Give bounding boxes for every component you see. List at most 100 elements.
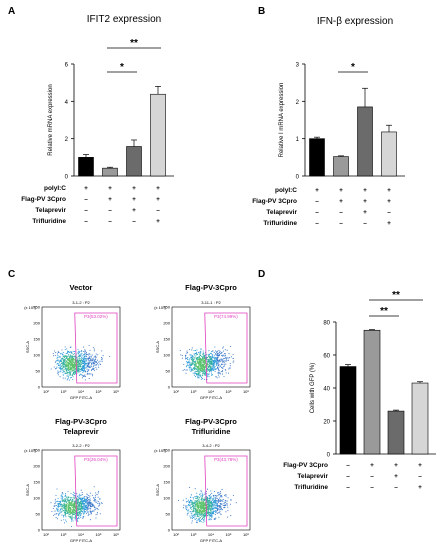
- flow-event-dot: [73, 510, 76, 512]
- flow-event-dot: [196, 349, 198, 351]
- flow-event-dot: [60, 358, 62, 360]
- flow-event-dot: [195, 367, 197, 369]
- flow-plot-title: Vector: [70, 283, 93, 292]
- flow-event-dot: [96, 361, 98, 364]
- flow-event-dot: [202, 359, 204, 361]
- flow-event-dot: [180, 354, 182, 356]
- flow-event-dot: [79, 493, 81, 495]
- flow-event-dot: [197, 505, 199, 507]
- flow-event-dot: [81, 375, 83, 377]
- flow-event-dot: [201, 498, 203, 500]
- flow-event-dot: [208, 511, 210, 514]
- flow-event-dot: [195, 354, 197, 356]
- flow-event-dot: [207, 355, 210, 357]
- condition-sign: –: [370, 473, 374, 480]
- flow-event-dot: [225, 495, 227, 497]
- flow-event-dot: [221, 503, 223, 505]
- flow-event-dot: [81, 377, 83, 379]
- flow-event-dot: [97, 364, 99, 366]
- flow-event-dot: [197, 376, 199, 378]
- flow-event-dot: [209, 370, 211, 372]
- flow-event-dot: [62, 369, 64, 371]
- flow-event-dot: [220, 496, 222, 498]
- flow-event-dot: [57, 374, 59, 376]
- flow-event-dot: [202, 504, 204, 506]
- flow-event-dot: [197, 366, 199, 368]
- flow-event-dot: [71, 519, 73, 521]
- flow-event-dot: [80, 508, 82, 511]
- flow-event-dot: [189, 506, 191, 508]
- flow-event-dot: [91, 375, 94, 377]
- flow-event-dot: [222, 361, 224, 363]
- flow-event-dot: [74, 351, 76, 353]
- flow-event-dot: [220, 353, 222, 355]
- flow-event-dot: [190, 365, 192, 367]
- flow-event-dot: [207, 366, 209, 368]
- flow-event-dot: [99, 360, 101, 362]
- flow-gate-label: P3(26.04%): [84, 457, 108, 462]
- flow-event-dot: [192, 359, 194, 361]
- flow-event-dot: [76, 519, 79, 521]
- flow-event-dot: [99, 498, 101, 500]
- flow-event-dot: [219, 360, 221, 362]
- flow-event-dot: [208, 373, 210, 375]
- flow-event-dot: [83, 357, 85, 359]
- flow-event-dot: [185, 357, 187, 359]
- flow-event-dot: [83, 501, 85, 503]
- flow-event-dot: [194, 360, 197, 362]
- flow-event-dot: [61, 354, 63, 356]
- flow-event-dot: [60, 367, 62, 369]
- flow-event-dot: [200, 490, 202, 492]
- flow-event-dot: [73, 503, 75, 505]
- flow-event-dot: [197, 499, 200, 501]
- flow-event-dot: [78, 508, 80, 510]
- flow-event-dot: [209, 504, 211, 506]
- flow-event-dot: [199, 373, 201, 375]
- flow-event-dot: [187, 360, 189, 363]
- flow-event-dot: [204, 511, 206, 513]
- flow-event-dot: [232, 361, 234, 363]
- y-tick-label: 2: [296, 100, 300, 106]
- flow-event-dot: [206, 509, 209, 511]
- flow-event-dot: [216, 500, 218, 502]
- flow-event-dot: [213, 502, 215, 504]
- flow-event-dot: [202, 366, 204, 368]
- flow-event-dot: [213, 357, 215, 359]
- flow-event-dot: [211, 505, 213, 507]
- flow-event-dot: [200, 376, 202, 378]
- flow-event-dot: [66, 498, 68, 500]
- flow-event-dot: [187, 358, 189, 360]
- flow-y-tick: 150: [33, 337, 40, 342]
- flow-event-dot: [214, 506, 216, 508]
- flow-event-dot: [215, 501, 217, 503]
- flow-event-dot: [89, 373, 91, 375]
- flow-event-dot: [200, 362, 202, 364]
- flow-event-dot: [67, 365, 69, 367]
- flow-event-dot: [73, 517, 75, 519]
- flow-event-dot: [211, 356, 214, 358]
- flow-y-unit: (x 10³): [24, 305, 36, 310]
- flow-event-dot: [221, 355, 224, 357]
- flow-event-dot: [93, 361, 95, 363]
- flow-event-dot: [213, 490, 216, 493]
- flow-event-dot: [71, 362, 73, 364]
- flow-event-dot: [86, 359, 88, 361]
- flow-event-dot: [201, 375, 204, 377]
- flow-event-dot: [81, 501, 83, 503]
- flow-event-dot: [191, 368, 193, 370]
- flow-event-dot: [221, 354, 223, 357]
- bar-2: [363, 329, 381, 455]
- flow-event-dot: [55, 361, 57, 363]
- flow-event-dot: [196, 492, 198, 494]
- flow-event-dot: [93, 506, 95, 508]
- flow-event-dot: [74, 356, 76, 358]
- flow-event-dot: [189, 354, 191, 356]
- flow-event-dot: [218, 376, 220, 378]
- flow-event-dot: [198, 351, 200, 353]
- flow-event-dot: [67, 511, 70, 513]
- flow-event-dot: [210, 519, 212, 521]
- flow-event-dot: [193, 353, 195, 355]
- flow-event-dot: [66, 510, 68, 512]
- condition-sign: +: [418, 484, 422, 491]
- flow-event-dot: [185, 369, 187, 371]
